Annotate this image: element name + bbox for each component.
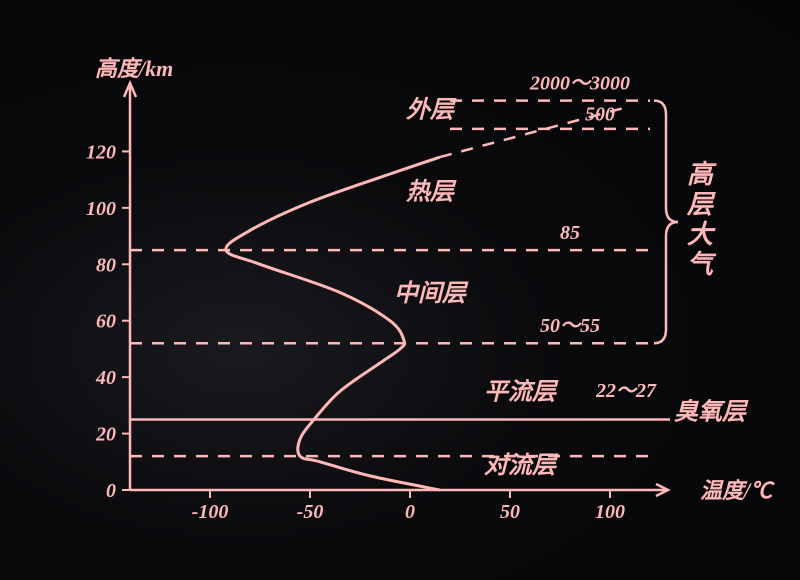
x-tick-label: 100	[595, 501, 625, 523]
boundary-label: 500	[585, 103, 615, 125]
boundary-label: 50～55	[540, 315, 600, 337]
upper-atmosphere-label: 层	[686, 190, 716, 219]
layer-label: 外层	[406, 97, 457, 124]
y-tick-label: 40	[95, 367, 116, 389]
layer-label: 对流层	[484, 452, 559, 479]
upper-atmosphere-label: 气	[687, 250, 717, 279]
layer-label: 平流层	[484, 379, 559, 406]
y-tick-label: 20	[95, 424, 116, 446]
y-tick-label: 100	[86, 198, 116, 220]
boundary-label: 2000～3000	[529, 72, 630, 94]
x-tick-label: 50	[500, 501, 520, 523]
x-tick-label: -100	[192, 501, 229, 523]
y-tick-label: 60	[96, 311, 116, 333]
x-tick-label: 0	[405, 501, 415, 523]
layer-label: 臭氧层	[674, 398, 749, 425]
upper-atmosphere-brace	[654, 101, 678, 344]
x-axis-label: 温度/℃	[700, 478, 775, 503]
y-tick-label: 0	[106, 480, 116, 502]
boundary-label: 22～27	[595, 380, 657, 402]
temperature-curve	[226, 157, 440, 490]
boundary-label: 85	[560, 222, 580, 244]
atmosphere-layers-diagram: 0 20 40 60 80 100 120 高度/km -100 -50 0 50 100 温度/℃ 对流层…	[0, 0, 800, 580]
y-axis-label: 高度/km	[95, 56, 173, 81]
upper-atmosphere-label: 高	[687, 160, 717, 189]
x-tick-label: -50	[297, 501, 324, 523]
layer-label: 热层	[405, 178, 457, 205]
y-tick-label: 120	[86, 141, 116, 163]
layer-label: 中间层	[394, 280, 469, 307]
upper-atmosphere-label: 大	[687, 220, 716, 249]
y-tick-label: 80	[96, 254, 116, 276]
